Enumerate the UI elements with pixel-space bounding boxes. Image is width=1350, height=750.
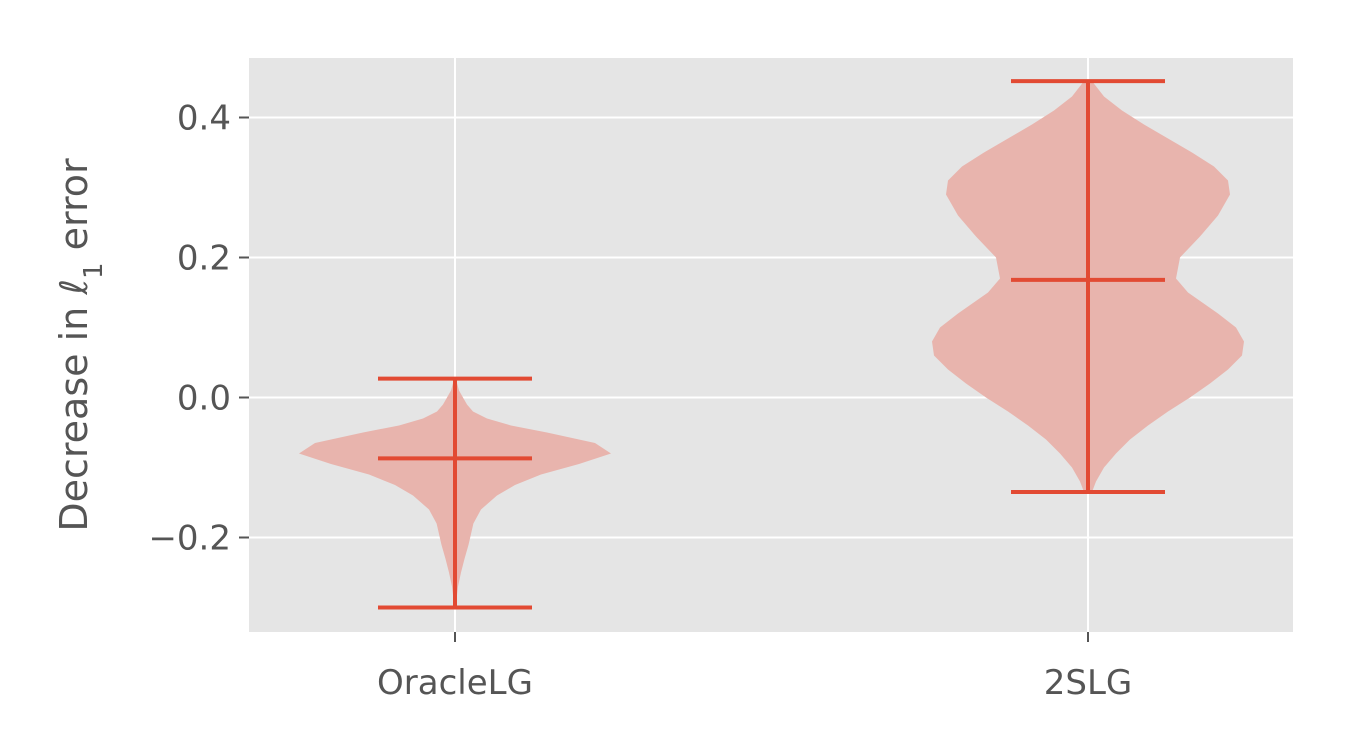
y-tick-label: 0.4 (177, 99, 231, 139)
x-tick-label: OracleLG (377, 663, 533, 703)
x-axis: OracleLG 2SLG (377, 632, 1132, 703)
y-axis: −0.2 0.0 0.2 0.4 (148, 99, 249, 559)
violin-group (299, 79, 1244, 610)
y-axis-label: Decrease in ℓ1 error (52, 158, 109, 532)
y-tick-label: 0.2 (177, 239, 231, 279)
y-tick-label: 0.0 (177, 379, 231, 419)
y-tick-label: −0.2 (148, 519, 231, 559)
x-tick-label: 2SLG (1044, 663, 1133, 703)
